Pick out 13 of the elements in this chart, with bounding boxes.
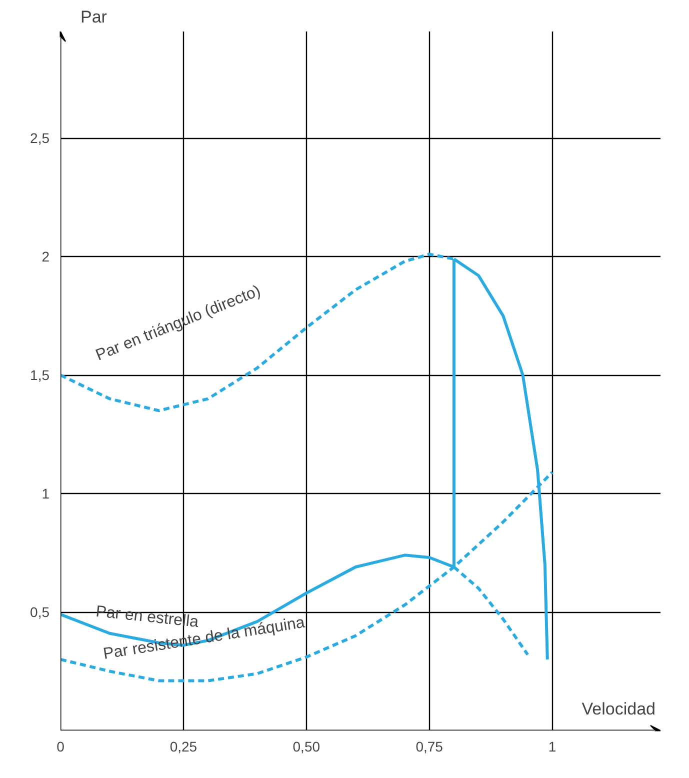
x-axis-title: Velocidad [582, 700, 656, 718]
y-tick-label: 2,5 [30, 130, 50, 146]
annotation: Par en estrella [94, 603, 200, 632]
y-tick-label: 2 [42, 248, 50, 265]
y-tick-label: 1 [42, 486, 50, 502]
y-axis-title: Par [80, 8, 108, 26]
x-tick-label: 0,75 [416, 738, 444, 754]
x-tick-label: 0 [56, 738, 65, 754]
x-tick-label: 1 [548, 738, 556, 754]
x-tick-label: 0,25 [170, 738, 198, 754]
x-tick-label: 0,50 [292, 738, 320, 754]
y-tick-label: 0,5 [30, 604, 50, 620]
y-tick-label: 1,5 [30, 367, 50, 384]
